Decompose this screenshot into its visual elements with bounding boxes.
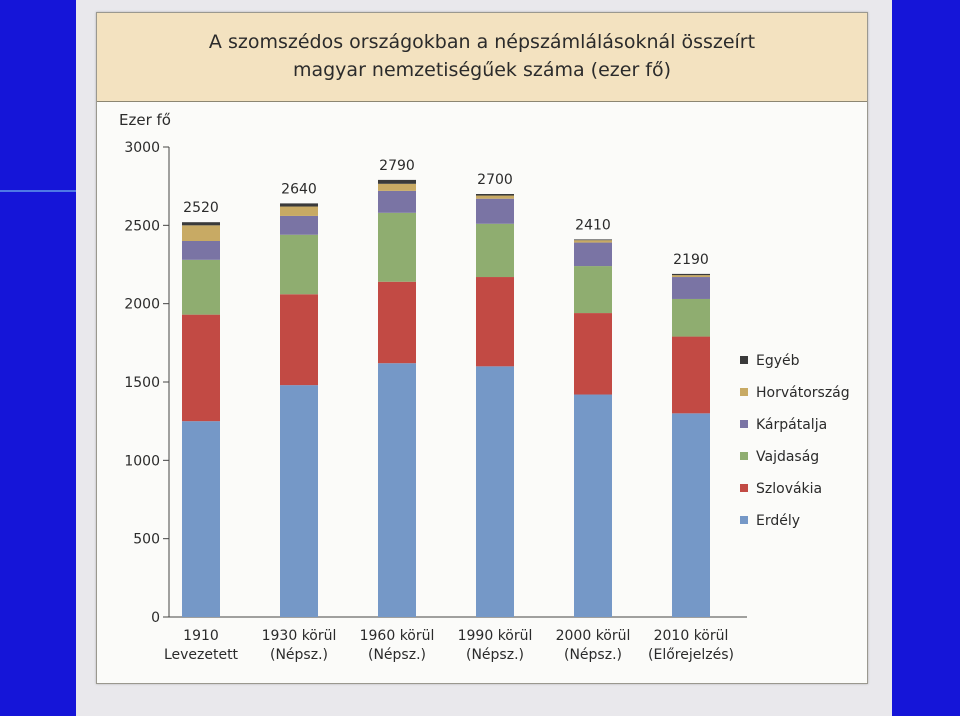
x-category-label: (Előrejelzés) (648, 647, 734, 663)
bar-segment (280, 234, 318, 295)
x-category-label: 1990 körül (458, 628, 533, 644)
bar-segment (672, 273, 710, 276)
bar-segment (280, 203, 318, 207)
bar-segment (182, 421, 220, 617)
x-category-label: (Népsz.) (564, 647, 622, 663)
bar-segment (672, 277, 710, 299)
bar-total-label: 2700 (477, 172, 513, 188)
decorative-line (0, 190, 76, 192)
y-tick-label: 2500 (124, 218, 160, 234)
bar-segment (476, 366, 514, 617)
chart-title-bar: A szomszédos országokban a népszámláláso… (97, 13, 867, 102)
bar-segment (378, 190, 416, 213)
bar-segment (378, 183, 416, 191)
y-tick-label: 1000 (124, 453, 160, 469)
bar-segment (672, 298, 710, 337)
y-tick-label: 1500 (124, 375, 160, 391)
bar-segment (182, 259, 220, 315)
bar-total-label: 2410 (575, 217, 611, 233)
x-category-label: (Népsz.) (368, 647, 426, 663)
legend-label: Horvátország (756, 385, 850, 401)
legend-label: Kárpátalja (756, 417, 827, 433)
bar-segment (378, 281, 416, 364)
x-category-label: 1930 körül (262, 628, 337, 644)
bar-total-label: 2790 (379, 158, 415, 174)
bar-segment (378, 363, 416, 617)
bar-segment (574, 266, 612, 314)
legend-label: Szlovákia (756, 481, 822, 497)
legend-swatch (740, 356, 748, 364)
bar-segment (574, 242, 612, 267)
x-category-label: 2010 körül (654, 628, 729, 644)
legend-swatch (740, 420, 748, 428)
bar-segment (574, 394, 612, 617)
x-category-label: Levezetett (164, 647, 239, 663)
x-category-label: 2000 körül (556, 628, 631, 644)
stacked-bar-chart: Ezer fő 0 500 1000 1500 2000 2500 3000 2520 1910 L… (119, 111, 850, 663)
bar-segment (574, 313, 612, 395)
y-axis-label: Ezer fő (119, 111, 171, 129)
bar-segment (574, 239, 612, 241)
chart-title-line-1: A szomszédos országokban a népszámláláso… (208, 31, 756, 53)
x-category-label: (Népsz.) (270, 647, 328, 663)
bar-segment (182, 225, 220, 241)
legend-swatch (740, 484, 748, 492)
bar-segment (476, 223, 514, 278)
bar-segment (672, 413, 710, 617)
bar-segment (672, 336, 710, 414)
legend-swatch (740, 452, 748, 460)
legend-label: Egyéb (756, 353, 800, 369)
bar-total-label: 2640 (281, 181, 317, 197)
bar-segment (280, 385, 318, 617)
legend-label: Vajdaság (756, 449, 819, 465)
y-tick-label: 0 (151, 610, 160, 626)
bar-segment (280, 215, 318, 235)
x-category-label: (Népsz.) (466, 647, 524, 663)
legend-swatch (740, 516, 748, 524)
bar-segment (476, 277, 514, 367)
bar-segment (378, 179, 416, 184)
bar-segment (672, 275, 710, 278)
legend-label: Erdély (756, 513, 800, 529)
bar-total-label: 2190 (673, 252, 709, 268)
chart-title-line-2: magyar nemzetiségűek száma (ezer fő) (292, 59, 672, 81)
y-tick-label: 500 (133, 532, 160, 548)
bar-segment (574, 240, 612, 243)
bar-segment (378, 212, 416, 282)
bar-segment (280, 294, 318, 386)
bar-segment (476, 198, 514, 224)
chart-card: A szomszédos országokban a népszámláláso… (96, 12, 868, 684)
y-tick-label: 3000 (124, 140, 160, 156)
bar-segment (280, 206, 318, 216)
bar-segment (182, 241, 220, 260)
bar-segment (476, 195, 514, 199)
legend-swatch (740, 388, 748, 396)
y-tick-label: 2000 (124, 297, 160, 313)
x-category-label: 1910 (183, 628, 219, 644)
bar-segment (182, 222, 220, 226)
bar-segment (476, 194, 514, 196)
bar-segment (182, 314, 220, 422)
x-category-label: 1960 körül (360, 628, 435, 644)
bar-total-label: 2520 (183, 200, 219, 216)
